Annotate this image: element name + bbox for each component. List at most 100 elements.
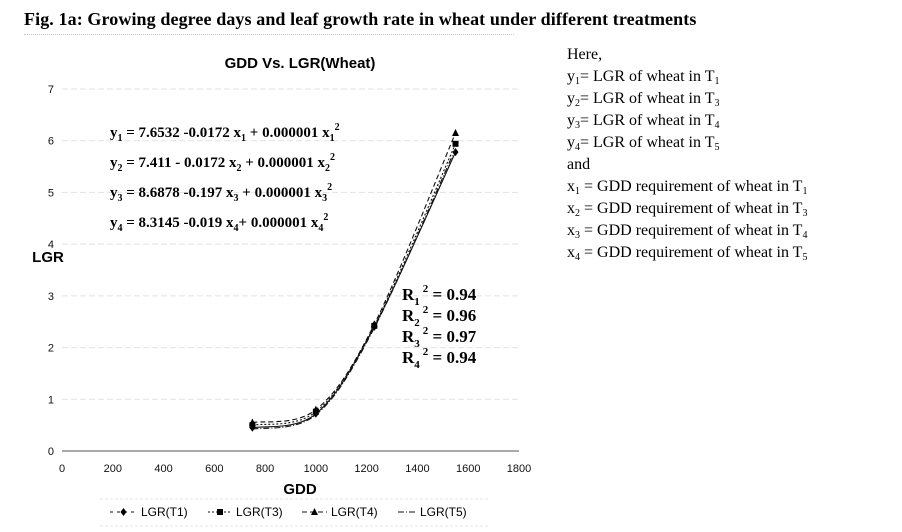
figure-caption: Fig. 1a: Growing degree days and leaf gr…: [24, 9, 697, 29]
legend-label: LGR(T4): [331, 505, 378, 519]
x-tick-label: 400: [154, 463, 172, 475]
subscript: 4: [575, 142, 580, 153]
subscript: 4: [318, 223, 323, 234]
symbol: y: [567, 90, 575, 107]
y-tick-label: 1: [48, 394, 54, 406]
legend-item: LGR(T1): [110, 505, 188, 519]
subscript: 1: [575, 76, 580, 87]
series-group: [248, 128, 460, 432]
series-line: [252, 148, 457, 430]
subscript: 4: [414, 359, 420, 371]
gridlines: [62, 88, 519, 400]
chart-title: GDD Vs. LGR(Wheat): [225, 55, 376, 72]
y-axis-label: LGR: [32, 249, 64, 266]
triangle-marker: [370, 320, 378, 328]
definition-row: y2= LGR of wheat in T3: [567, 88, 807, 110]
triangle-marker: [248, 418, 256, 426]
x-tick-label: 200: [104, 463, 122, 475]
superscript: 2: [423, 325, 429, 337]
x-tick-label: 600: [205, 463, 223, 475]
x-definitions: x1 = GDD requirement of wheat in T1 x2 = …: [567, 176, 807, 264]
x-tick-label: 1200: [354, 463, 378, 475]
x-tick-label: 800: [256, 463, 274, 475]
superscript: 2: [423, 304, 429, 316]
x-axis-label: GDD: [283, 481, 317, 498]
subscript: 2: [414, 317, 420, 329]
equation-part: = 8.3145 -0.019 x: [123, 215, 235, 231]
treatment-subscript: 5: [714, 142, 720, 153]
triangle-marker: [312, 405, 320, 413]
definition-row: x1 = GDD requirement of wheat in T1: [567, 176, 807, 198]
definition-row: y4= LGR of wheat in T5: [567, 132, 807, 154]
y-tick-label: 2: [48, 343, 54, 355]
square-marker: [452, 140, 459, 147]
series-line: [252, 132, 457, 424]
notes-intro: Here,: [567, 46, 603, 63]
subscript: 1: [575, 186, 580, 197]
definition-text: = GDD requirement of wheat in T: [580, 222, 803, 239]
definition-text: = LGR of wheat in T: [580, 112, 715, 129]
definition-text: = LGR of wheat in T: [580, 134, 715, 151]
series-lgrt5: [252, 148, 457, 430]
r-squared: R32 = 0.97: [402, 325, 477, 350]
r-squared: R22 = 0.96: [402, 304, 476, 329]
symbol: x: [567, 244, 575, 261]
triangle-marker: [452, 128, 460, 136]
y-tick-label: 5: [48, 187, 54, 199]
legend-item: LGR(T3): [208, 505, 283, 519]
definition-text: = LGR of wheat in T: [580, 68, 715, 85]
equation: y1 = 7.6532 -0.0172 x1 + 0.000001 x12: [110, 122, 340, 144]
treatment-subscript: 3: [714, 98, 720, 109]
series-lgrt4: [248, 128, 460, 426]
subscript: 1: [118, 133, 123, 144]
x-tick-label: 1400: [405, 463, 429, 475]
r-value: = 0.96: [428, 306, 476, 325]
equation: y2 = 7.411 - 0.0172 x2 + 0.000001 x22: [110, 152, 335, 174]
subscript: 3: [575, 230, 580, 241]
y-tick-label: 6: [48, 136, 54, 148]
subscript: 3: [118, 193, 123, 204]
subscript: 4: [118, 223, 123, 234]
y-tick-label: 0: [48, 446, 54, 458]
r-label: R: [402, 327, 415, 346]
subscript: 1: [241, 133, 246, 144]
subscript: 1: [330, 133, 335, 144]
symbol: y: [567, 68, 575, 85]
subscript: 2: [325, 163, 330, 174]
superscript: 2: [423, 346, 429, 358]
r-value: = 0.94: [428, 285, 476, 304]
definition-row: x3 = GDD requirement of wheat in T4: [567, 220, 807, 242]
symbol: x: [567, 178, 575, 195]
legend: LGR(T1) LGR(T3) LGR(T4) LGR(T5): [100, 498, 490, 527]
subscript: 2: [118, 163, 123, 174]
x-tick-label: 1600: [456, 463, 480, 475]
treatment-subscript: 4: [802, 230, 808, 241]
y-definitions: y1= LGR of wheat in T1 y2= LGR of wheat i…: [567, 66, 807, 154]
equation-part: y: [110, 155, 118, 171]
treatment-subscript: 5: [802, 252, 808, 263]
r-value: = 0.97: [428, 327, 476, 346]
treatment-subscript: 1: [802, 186, 808, 197]
equation-part: + 0.000001 x: [239, 215, 319, 231]
subscript: 4: [234, 223, 239, 234]
r-value: = 0.94: [428, 348, 476, 367]
equation-part: + 0.000001 x: [239, 185, 323, 201]
superscript: 2: [423, 283, 429, 295]
treatment-subscript: 3: [802, 208, 808, 219]
definition-text: = GDD requirement of wheat in T: [580, 244, 803, 261]
subscript: 3: [234, 193, 239, 204]
subscript: 3: [322, 193, 327, 204]
subscript: 2: [575, 98, 580, 109]
x-tick-label: 0: [59, 463, 65, 475]
superscript: 2: [335, 122, 340, 133]
notes-and: and: [567, 156, 591, 173]
definition-row: y3= LGR of wheat in T4: [567, 110, 807, 132]
diamond-marker: [120, 508, 127, 516]
caption-underline: [24, 34, 514, 35]
x-tick-label: 1000: [304, 463, 328, 475]
subscript: 4: [575, 252, 580, 263]
equation-part: y: [110, 215, 118, 231]
symbol: x: [567, 222, 575, 239]
